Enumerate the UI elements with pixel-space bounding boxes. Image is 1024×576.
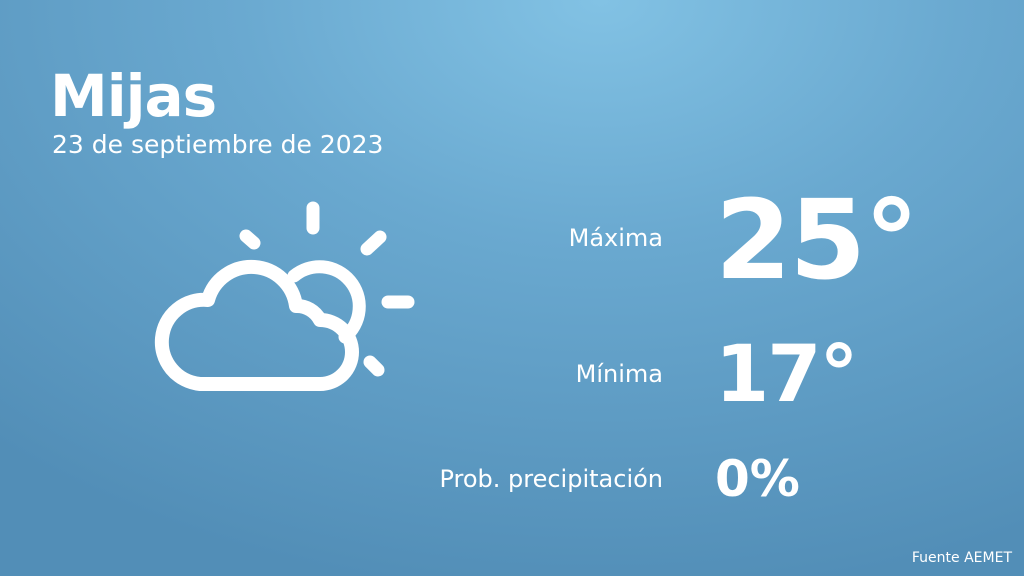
city-name: Mijas — [50, 62, 217, 130]
source-credit: Fuente AEMET — [911, 550, 1012, 566]
cloud-icon — [154, 259, 359, 391]
min-value: 17° — [715, 330, 859, 420]
sun-rays-icon — [239, 201, 415, 377]
sun-icon — [287, 260, 366, 344]
max-label: Máxima — [568, 224, 663, 252]
min-label: Mínima — [575, 360, 663, 388]
partly-cloudy-icon — [154, 201, 415, 391]
precip-label: Prob. precipitación — [439, 465, 663, 493]
precip-value: 0% — [715, 450, 800, 508]
forecast-date: 23 de septiembre de 2023 — [52, 130, 384, 159]
max-value: 25° — [715, 176, 919, 304]
